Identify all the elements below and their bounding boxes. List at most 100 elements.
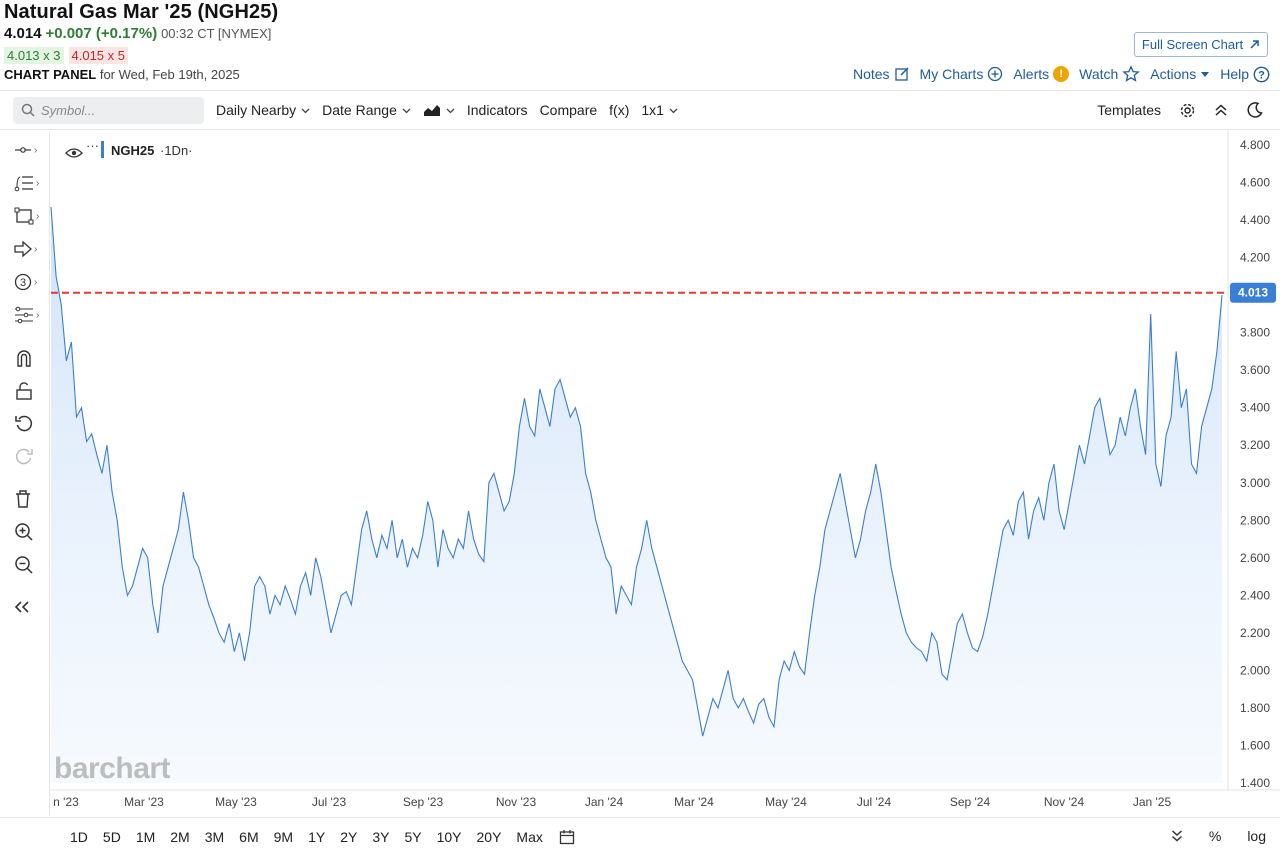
line-tool[interactable]: › [14,139,44,161]
chevron-right-icon: › [34,144,38,156]
help-label: Help [1220,66,1249,82]
undo-tool[interactable] [14,413,44,435]
notes-label: Notes [852,66,890,82]
zoom-out-icon [15,556,33,574]
range-button-max[interactable]: Max [516,828,543,845]
range-button-3m[interactable]: 3M [204,828,225,845]
range-button-10y[interactable]: 10Y [436,828,462,845]
ask-quote: 4.015 x 5 [68,47,128,64]
dark-mode-moon-icon[interactable] [1246,101,1264,119]
y-tick-label: 3.400 [1240,401,1270,415]
range-button-6m[interactable]: 6M [239,828,259,845]
pattern-tool[interactable]: › [14,304,44,326]
x-tick-label: May '24 [765,795,807,809]
range-button-2y[interactable]: 2Y [340,828,358,845]
actions-menu[interactable]: Actions [1150,66,1210,82]
alerts-link[interactable]: Alerts ! [1013,66,1070,82]
counter-tool[interactable]: 3 › [14,271,44,293]
function-button[interactable]: f(x) [609,102,630,118]
time-range-bar: 1D 5D 1M 2M 3M 6M 9M 1Y 2Y 3Y 5Y 10Y 20Y Max % log [0,817,1280,855]
chevron-right-icon: › [36,210,40,222]
chart-toolbar: Symbol... Daily Nearby Date Range Indica… [0,90,1280,130]
legend-menu-dots: ··· [86,138,99,153]
shape-tool[interactable]: › [14,205,44,227]
line-point-icon [15,147,31,153]
double-chevron-down-icon[interactable] [1171,829,1183,843]
redo-tool[interactable] [14,446,44,468]
x-tick-label: Mar '23 [124,795,164,809]
calendar-icon[interactable] [559,829,575,845]
compare-button[interactable]: Compare [539,102,598,118]
legend-interval: ·1Dn· [160,143,193,158]
collapse-up-icon[interactable] [1214,103,1228,117]
page-title: Natural Gas Mar '25 (NGH25) [4,1,279,23]
range-button-1d[interactable]: 1D [70,828,88,845]
plus-circle-icon [988,66,1003,82]
y-tick-label: 4.000 [1240,288,1270,302]
barchart-watermark: barchart [54,752,171,785]
range-button-5d[interactable]: 5D [102,828,121,845]
log-scale-toggle[interactable]: log [1247,828,1266,844]
range-button-5y[interactable]: 5Y [404,828,422,845]
top-links: Notes My Charts Alerts ! Watch Actions H… [853,65,1270,83]
zoom-in-tool[interactable] [14,521,44,543]
daily-nearby-dropdown[interactable]: Daily Nearby [216,102,310,118]
range-button-9m[interactable]: 9M [273,828,294,845]
fib-tool[interactable]: › [14,172,44,194]
range-button-3y[interactable]: 3Y [372,828,390,845]
indicators-button[interactable]: Indicators [466,102,528,118]
x-tick-label: Mar '24 [674,795,714,809]
zoom-in-icon [15,523,33,541]
chevron-down-icon [402,108,411,113]
star-icon [1122,65,1141,82]
full-screen-label: Full Screen Chart [1141,37,1244,52]
chart-panel-label: CHART PANEL for Wed, Feb 19th, 2025 [4,67,240,82]
quote-time: 00:32 CT [NYMEX] [161,26,272,41]
delete-tool[interactable] [14,488,44,510]
arrow-tool[interactable]: › [14,238,44,260]
date-range-dropdown[interactable]: Date Range [322,102,411,118]
pattern-nodes-icon [15,306,33,324]
y-tick-label: 1.400 [1240,776,1270,790]
y-tick-label: 2.400 [1240,588,1270,602]
y-tick-label: 2.800 [1240,513,1270,527]
help-circle-icon: ? [1253,66,1270,82]
symbol-search-input[interactable]: Symbol... [13,96,204,124]
undo-icon [15,415,33,432]
arrow-right-icon [14,241,32,257]
range-button-2m[interactable]: 2M [170,828,190,845]
x-tick-label: n '23 [53,795,79,809]
range-button-20y[interactable]: 20Y [476,828,502,845]
layout-dropdown[interactable]: 1x1 [641,102,678,118]
watch-link[interactable]: Watch [1079,65,1141,83]
help-link[interactable]: Help ? [1220,66,1270,83]
eye-pupil [71,150,77,156]
last-price: 4.014 [4,25,42,42]
full-screen-chart-button[interactable]: Full Screen Chart [1134,32,1268,57]
my-charts-label: My Charts [919,66,984,82]
percent-scale-toggle[interactable]: % [1208,828,1222,844]
zoom-out-tool[interactable] [14,554,44,576]
range-button-1y[interactable]: 1Y [308,828,326,845]
my-charts-link[interactable]: My Charts [920,66,1004,82]
eye-visibility-icon [65,148,83,158]
templates-button[interactable]: Templates [1097,102,1161,118]
watch-label: Watch [1079,66,1119,82]
price-change: +0.007 (+0.17%) [45,25,158,42]
notes-link[interactable]: Notes [853,66,910,82]
range-button-1m[interactable]: 1M [135,828,156,845]
panel-date: for Wed, Feb 19th, 2025 [99,67,240,82]
collapse-sidebar-tool[interactable] [14,596,44,618]
gear-icon[interactable] [1179,102,1196,119]
bid-ask: 4.013 x 3 4.015 x 5 [4,47,128,64]
x-tick-label: Jul '23 [312,795,347,809]
chart-type-dropdown[interactable] [423,103,455,117]
lock-tool[interactable] [14,380,44,402]
edit-note-icon [894,67,909,81]
bid-quote: 4.013 x 3 [4,47,64,64]
layout-label: 1x1 [641,102,664,118]
daily-nearby-label: Daily Nearby [216,102,297,118]
magnet-tool[interactable] [14,347,44,369]
panel-label: CHART PANEL [4,67,97,82]
x-tick-label: Sep '24 [950,795,991,809]
